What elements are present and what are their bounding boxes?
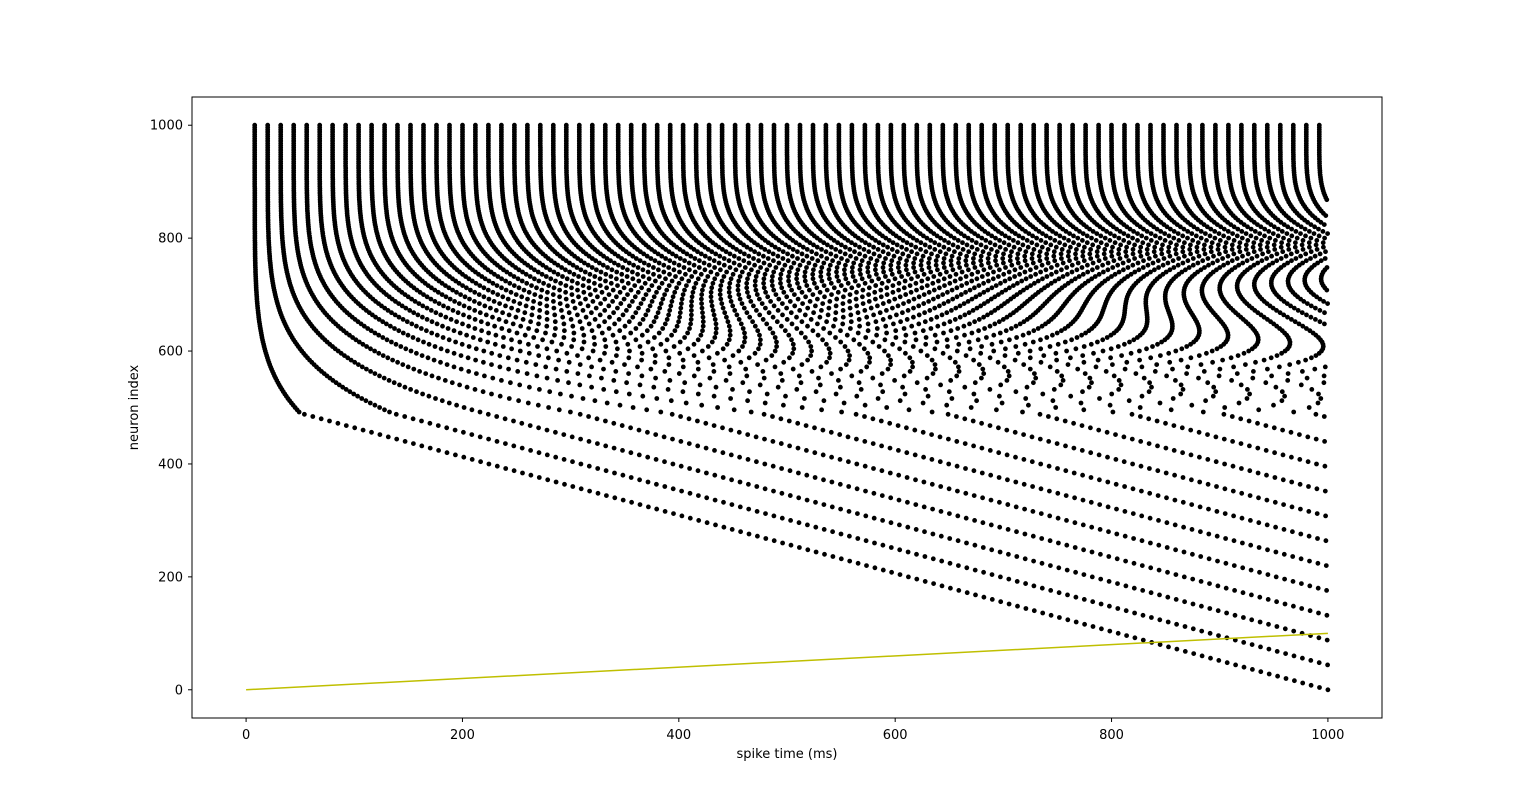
x-tick-label: 0 (242, 728, 250, 743)
spike-dots (252, 122, 1331, 693)
x-tick-label: 1000 (1311, 728, 1344, 743)
y-axis-ticks: 0 200 400 600 800 1000 (150, 119, 192, 698)
y-tick-label: 400 (158, 457, 183, 472)
y-tick-label: 600 (158, 345, 183, 360)
x-tick-label: 800 (1099, 728, 1124, 743)
y-tick-label: 1000 (150, 119, 183, 134)
x-tick-label: 200 (450, 728, 475, 743)
x-axis-label: spike time (ms) (737, 747, 838, 762)
ramp-line (246, 632, 1328, 691)
y-axis-label: neuron index (127, 364, 142, 450)
y-tick-label: 0 (175, 683, 183, 698)
axes-frame (191, 96, 1383, 719)
spike-dot-group (252, 122, 1322, 135)
x-tick-label: 600 (883, 728, 908, 743)
y-tick-label: 200 (158, 570, 183, 585)
y-tick-label: 800 (158, 232, 183, 247)
spike-dot-group (252, 129, 1330, 246)
x-axis-ticks: 0 200 400 600 800 1000 (242, 718, 1344, 743)
x-tick-label: 400 (666, 728, 691, 743)
spike-dot-group (252, 240, 1331, 693)
